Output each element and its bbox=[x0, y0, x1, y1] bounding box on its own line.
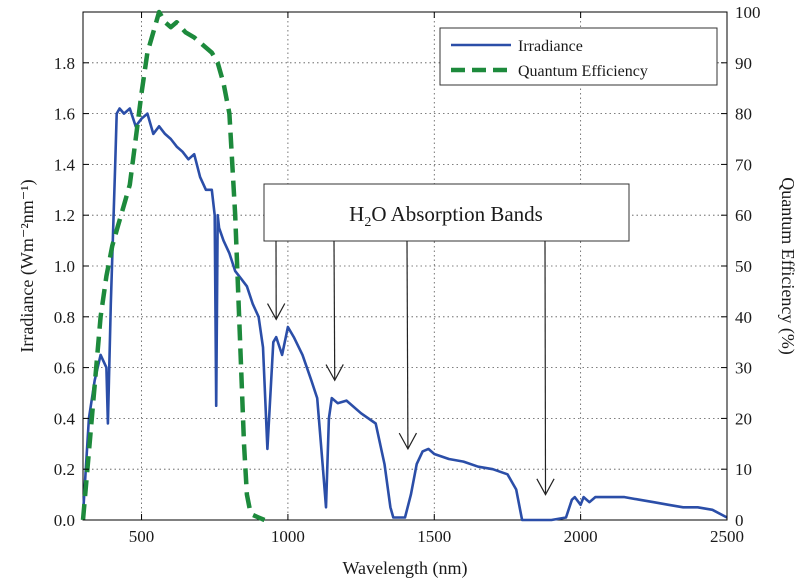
absorption-band-annotation: H2O Absorption Bands bbox=[264, 184, 629, 495]
y-tick-label: 0.2 bbox=[54, 460, 75, 479]
x-axis-ticks: 500 1000 1500 2000 2500 bbox=[129, 12, 744, 546]
y2-tick-label: 80 bbox=[735, 105, 752, 124]
y2-tick-label: 30 bbox=[735, 359, 752, 378]
y-tick-label: 0.4 bbox=[54, 409, 76, 428]
x-tick-label: 1500 bbox=[417, 527, 451, 546]
y2-tick-label: 0 bbox=[735, 511, 744, 530]
legend-label-quantum-efficiency: Quantum Efficiency bbox=[518, 63, 648, 80]
legend-label-irradiance: Irradiance bbox=[518, 38, 583, 55]
y2-tick-label: 60 bbox=[735, 206, 752, 225]
annotation-text-prefix: H bbox=[349, 202, 364, 226]
y-axis-ticks: 0.0 0.2 0.4 0.6 0.8 1.0 1.2 1.4 1.6 1.8 bbox=[54, 54, 89, 530]
y2-tick-label: 40 bbox=[735, 308, 752, 327]
x-tick-label: 2000 bbox=[564, 527, 598, 546]
y-tick-label: 1.8 bbox=[54, 54, 75, 73]
y2-tick-label: 10 bbox=[735, 460, 752, 479]
y-tick-label: 0.8 bbox=[54, 308, 75, 327]
y-tick-label: 1.6 bbox=[54, 105, 75, 124]
annotation-text-subscript: 2 bbox=[364, 215, 371, 230]
annotation-arrow-shaft bbox=[334, 241, 335, 380]
series-line-0 bbox=[83, 109, 727, 521]
y2-tick-label: 100 bbox=[735, 3, 761, 22]
annotation-arrow-shaft bbox=[407, 241, 408, 449]
y2-tick-label: 90 bbox=[735, 54, 752, 73]
y2-tick-label: 20 bbox=[735, 409, 752, 428]
annotation-text-suffix: O Absorption Bands bbox=[371, 202, 543, 226]
legend: Irradiance Quantum Efficiency bbox=[440, 28, 717, 85]
y-axis-label: Irradiance (Wm⁻²nm⁻¹) bbox=[17, 179, 38, 352]
y2-tick-label: 70 bbox=[735, 155, 752, 174]
y2-tick-label: 50 bbox=[735, 257, 752, 276]
annotation-arrow-shaft bbox=[545, 241, 546, 495]
x-tick-label: 500 bbox=[129, 527, 155, 546]
x-tick-label: 1000 bbox=[271, 527, 305, 546]
x-axis-label: Wavelength (nm) bbox=[342, 558, 467, 579]
y-tick-label: 1.2 bbox=[54, 206, 75, 225]
y-tick-label: 1.0 bbox=[54, 257, 75, 276]
y-tick-label: 0.0 bbox=[54, 511, 75, 530]
y-tick-label: 0.6 bbox=[54, 359, 75, 378]
y2-axis-label: Quantum Efficiency (%) bbox=[777, 177, 798, 355]
annotation-text: H2O Absorption Bands bbox=[349, 202, 543, 230]
y-tick-label: 1.4 bbox=[54, 155, 76, 174]
